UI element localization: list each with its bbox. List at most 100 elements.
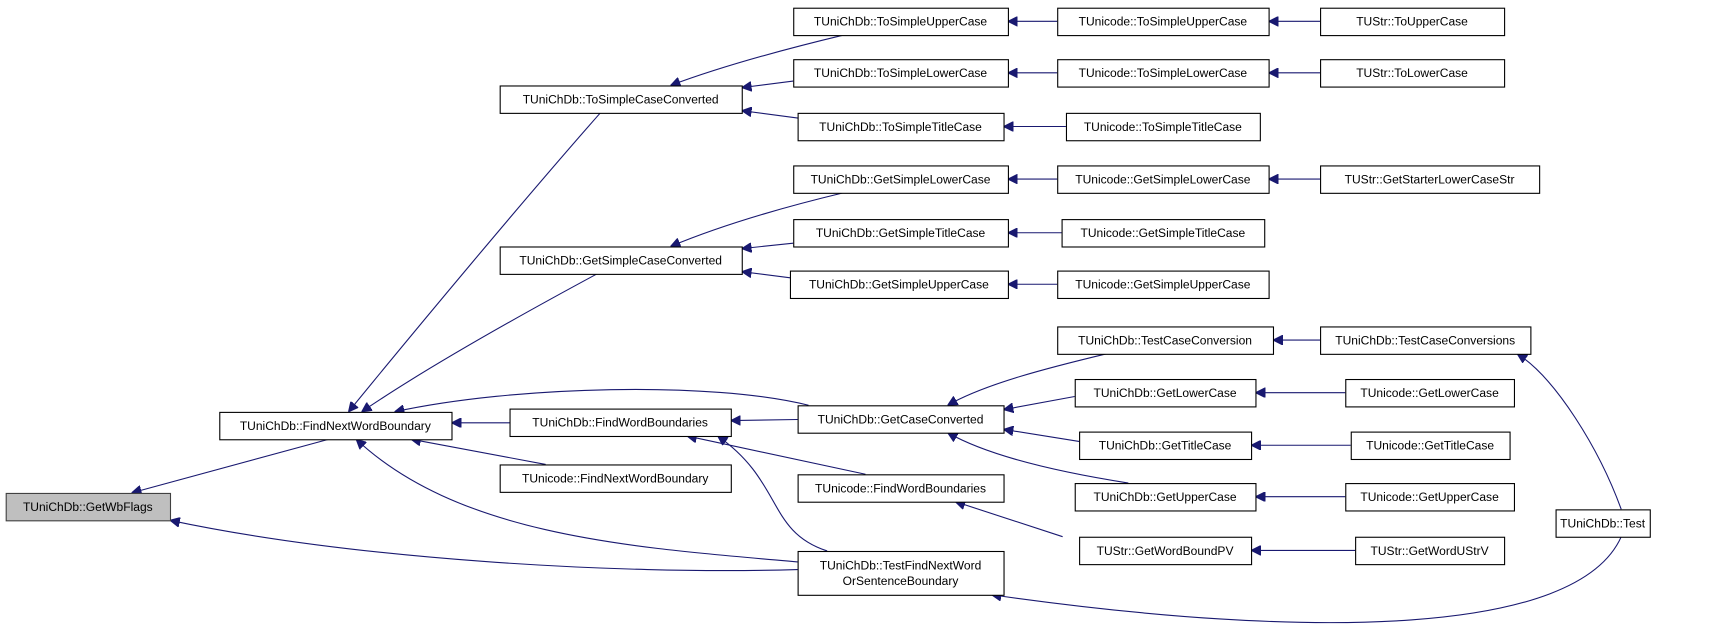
node-tstc[interactable]: TUniChDb::ToSimpleTitleCase [797, 112, 1005, 142]
node-box [1350, 431, 1511, 461]
node-box [219, 411, 453, 441]
node-box [793, 59, 1009, 88]
node-label: TUnicode::FindNextWordBoundary [522, 471, 708, 485]
node-label: TUniChDb::Test [1560, 516, 1646, 530]
node-gscc[interactable]: TUniChDb::GetSimpleCaseConverted [499, 246, 743, 275]
edge-tfnw-to-fwb [718, 436, 828, 552]
node-label: TUnicode::GetTitleCase [1366, 439, 1494, 453]
node-box [789, 270, 1009, 300]
node-test[interactable]: TUniChDb::Test [1555, 509, 1651, 538]
node-ufwb[interactable]: TUnicode::FindWordBoundaries [797, 474, 1005, 503]
edge-tcc-to-gcc [948, 353, 1107, 405]
node-label: TUniChDb::TestFindNextWord [820, 559, 982, 573]
node-box [1074, 483, 1257, 512]
node-glc[interactable]: TUniChDb::GetLowerCase [1074, 378, 1257, 408]
node-box [793, 219, 1009, 248]
node-utsuc[interactable]: TUnicode::ToSimpleUpperCase [1057, 7, 1270, 37]
node-box [1057, 270, 1270, 300]
node-label: TUniChDb::TestCaseConversions [1335, 333, 1515, 347]
node-label: TUniChDb::GetSimpleLowerCase [811, 172, 991, 186]
node-guc[interactable]: TUniChDb::GetUpperCase [1074, 483, 1257, 512]
node-label: TUniChDb::ToSimpleLowerCase [814, 66, 987, 80]
node-label: TUnicode::GetUpperCase [1360, 490, 1499, 504]
node-box [509, 408, 732, 438]
node-label: TUnicode::GetSimpleUpperCase [1075, 278, 1251, 292]
node-box [1065, 112, 1261, 142]
node-label: TUStr::GetWordBoundPV [1097, 544, 1234, 558]
node-box [1355, 536, 1506, 566]
node-sgslcs[interactable]: TUStr::GetStarterLowerCaseStr [1320, 165, 1541, 194]
edge-gstc-to-gscc [742, 242, 794, 248]
edge-glc-to-gcc [1003, 395, 1075, 410]
node-label: TUniChDb::GetUpperCase [1093, 490, 1236, 504]
node-box [797, 550, 1005, 596]
node-fwb[interactable]: TUniChDb::FindWordBoundaries [509, 408, 732, 438]
node-box [1057, 59, 1270, 88]
node-sgwbpv[interactable]: TUStr::GetWordBoundPV [1079, 536, 1253, 566]
node-label: TUnicode::GetSimpleLowerCase [1075, 172, 1251, 186]
node-box [1061, 219, 1266, 248]
node-ufnwb[interactable]: TUnicode::FindNextWordBoundary [499, 464, 732, 493]
node-tccs[interactable]: TUniChDb::TestCaseConversions [1320, 326, 1532, 355]
node-ugsuc[interactable]: TUnicode::GetSimpleUpperCase [1057, 270, 1270, 300]
edge-fnwb-to-getwbflags [132, 438, 329, 493]
edge-gsuc-to-gscc [742, 272, 794, 279]
node-gcc[interactable]: TUniChDb::GetCaseConverted [797, 405, 1005, 434]
node-box [1345, 483, 1516, 512]
node-label: TUniChDb::FindNextWordBoundary [240, 419, 431, 433]
node-fnwb[interactable]: TUniChDb::FindNextWordBoundary [219, 411, 453, 441]
node-label: TUniChDb::ToSimpleTitleCase [819, 120, 982, 134]
node-label: TUniChDb::GetLowerCase [1093, 386, 1236, 400]
node-uguc[interactable]: TUnicode::GetUpperCase [1345, 483, 1516, 512]
edge-tsuc-to-tscc [671, 34, 844, 85]
node-box [1320, 7, 1506, 37]
edge-tstc-to-tscc [742, 111, 800, 119]
node-label: TUniChDb::FindWordBoundaries [532, 416, 708, 430]
nodes: TUniChDb::GetWbFlags TUniChDb::FindNextWo… [5, 7, 1651, 596]
node-box [1074, 378, 1257, 408]
node-tcc[interactable]: TUniChDb::TestCaseConversion [1057, 326, 1275, 355]
node-label: TUStr::GetWordUStrV [1371, 544, 1489, 558]
node-box [797, 112, 1005, 142]
node-box [499, 464, 732, 493]
node-box [1320, 165, 1541, 194]
edge-tslc-to-tscc [742, 80, 794, 88]
node-box [1345, 378, 1516, 408]
node-utstc[interactable]: TUnicode::ToSimpleTitleCase [1065, 112, 1261, 142]
node-label: TUniChDb::GetCaseConverted [818, 412, 984, 426]
node-gslc[interactable]: TUniChDb::GetSimpleLowerCase [793, 165, 1009, 194]
node-ugslc[interactable]: TUnicode::GetSimpleLowerCase [1057, 165, 1270, 194]
node-label: TUniChDb::TestCaseConversion [1078, 333, 1252, 347]
node-label: TUStr::ToLowerCase [1356, 66, 1468, 80]
node-tfnw[interactable]: TUniChDb::TestFindNextWordOrSentenceBoun… [797, 550, 1005, 596]
node-box [793, 7, 1009, 37]
edge-gscc-to-fnwb [362, 273, 598, 412]
node-getwbflags: TUniChDb::GetWbFlags [5, 492, 172, 522]
node-ugtc[interactable]: TUnicode::GetTitleCase [1350, 431, 1511, 461]
node-tscc[interactable]: TUniChDb::ToSimpleCaseConverted [499, 85, 743, 114]
node-label: TUniChDb::GetSimpleUpperCase [809, 278, 989, 292]
node-box [499, 85, 743, 114]
node-label: TUStr::ToUpperCase [1356, 15, 1468, 29]
node-stolower[interactable]: TUStr::ToLowerCase [1320, 59, 1506, 88]
node-uglc[interactable]: TUnicode::GetLowerCase [1345, 378, 1516, 408]
node-label: TUStr::GetStarterLowerCaseStr [1345, 172, 1515, 186]
edges [132, 21, 1622, 624]
node-gtc[interactable]: TUniChDb::GetTitleCase [1079, 431, 1253, 461]
node-tslc[interactable]: TUniChDb::ToSimpleLowerCase [793, 59, 1009, 88]
node-sgwusv[interactable]: TUStr::GetWordUStrV [1355, 536, 1506, 566]
node-tsuc[interactable]: TUniChDb::ToSimpleUpperCase [793, 7, 1009, 37]
node-label: TUniChDb::ToSimpleUpperCase [814, 15, 987, 29]
node-utslc[interactable]: TUnicode::ToSimpleLowerCase [1057, 59, 1270, 88]
edge-gtc-to-gcc [1003, 429, 1080, 442]
node-stoupper[interactable]: TUStr::ToUpperCase [1320, 7, 1506, 37]
edge-gcc-to-fwb [731, 420, 798, 421]
node-ugstc[interactable]: TUnicode::GetSimpleTitleCase [1061, 219, 1266, 248]
node-box [797, 405, 1005, 434]
edge-ufnwb-to-fnwb [411, 439, 546, 465]
node-gstc[interactable]: TUniChDb::GetSimpleTitleCase [793, 219, 1009, 248]
node-box [1079, 536, 1253, 566]
node-label: TUniChDb::ToSimpleCaseConverted [523, 93, 719, 107]
node-box [1320, 59, 1506, 88]
node-gsuc[interactable]: TUniChDb::GetSimpleUpperCase [789, 270, 1009, 300]
